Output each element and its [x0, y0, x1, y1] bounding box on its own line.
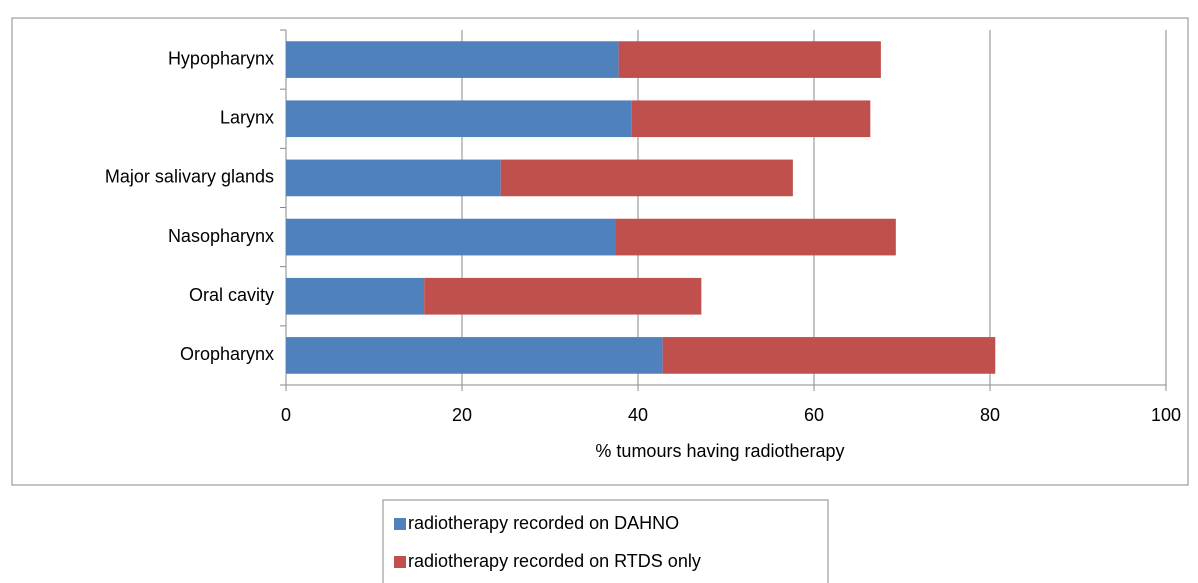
bar-segment [618, 41, 881, 78]
bar-segment [286, 218, 616, 256]
bar-segment [662, 337, 996, 374]
x-tick-label: 100 [1151, 405, 1181, 425]
legend-swatch [394, 518, 406, 530]
x-tick-label: 40 [628, 405, 648, 425]
x-tick-label: 20 [452, 405, 472, 425]
bar-segment [424, 277, 702, 315]
bar-segment [286, 277, 425, 315]
y-tick-label: Nasopharynx [168, 226, 274, 246]
bar-segment [286, 100, 632, 138]
x-tick-label: 60 [804, 405, 824, 425]
legend-box [382, 499, 829, 583]
bar-segment [286, 159, 501, 197]
y-tick-label: Larynx [220, 108, 274, 128]
legend-label: radiotherapy recorded on RTDS only [408, 551, 701, 571]
y-tick-label: Oropharynx [180, 344, 274, 364]
legend-label: radiotherapy recorded on DAHNO [408, 513, 679, 533]
y-tick-label: Hypopharynx [168, 48, 274, 68]
x-tick-label: 80 [980, 405, 1000, 425]
y-tick-label: Oral cavity [189, 285, 274, 305]
y-tick-label: Major salivary glands [105, 167, 274, 187]
bar-segment [286, 41, 619, 78]
x-tick-label: 0 [281, 405, 291, 425]
bar-segment [631, 100, 871, 138]
bar-segment [500, 159, 793, 197]
x-axis-title: % tumours having radiotherapy [595, 441, 844, 461]
bar-segment [616, 218, 896, 256]
legend-swatch [394, 556, 406, 568]
bar-segment [286, 337, 663, 374]
